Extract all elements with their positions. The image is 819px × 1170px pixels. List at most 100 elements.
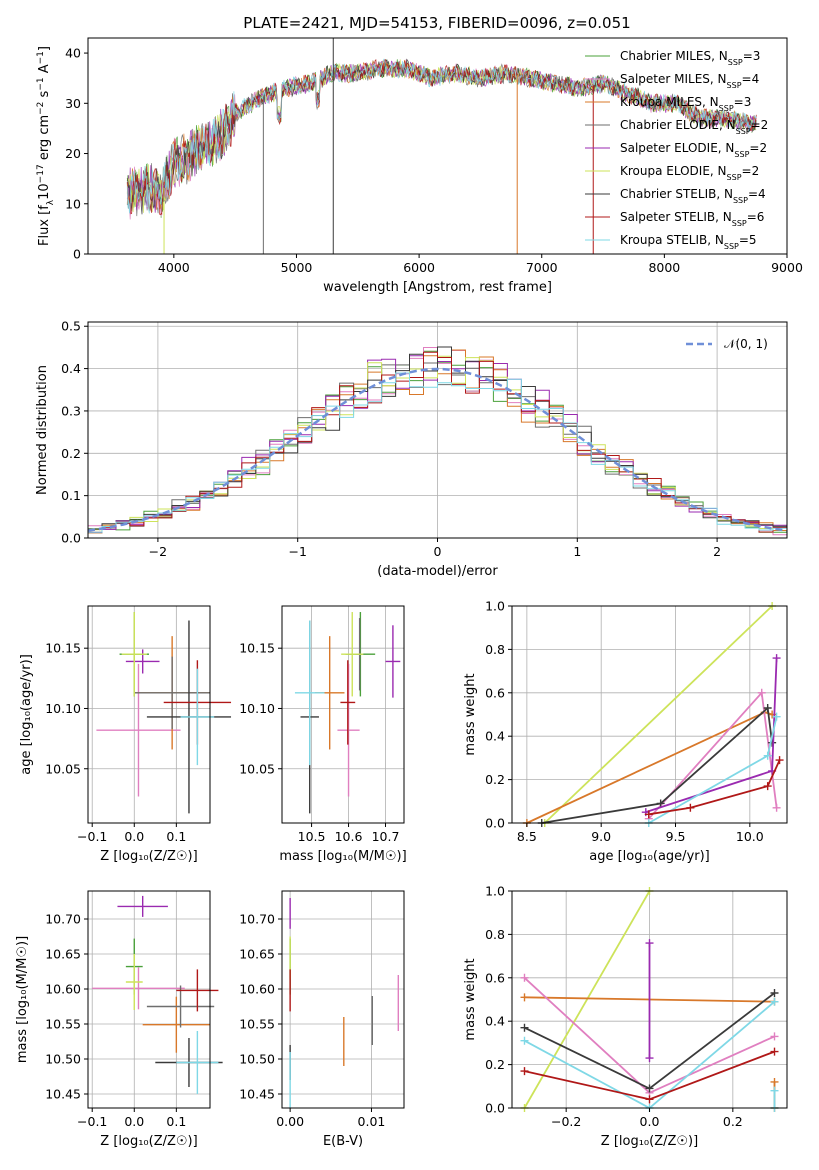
x-tick-label: 4000	[158, 260, 190, 275]
plot-area	[88, 891, 210, 1108]
massweight-marker	[686, 803, 695, 812]
plot-marks	[126, 38, 757, 254]
x-tick-label: 9.0	[591, 829, 611, 844]
massweight-marker	[520, 973, 529, 982]
plot-marks	[92, 895, 223, 1094]
legend-label: Salpeter ELODIE, NSSP=2	[620, 141, 767, 159]
y-axis-label: Normed distribution	[35, 365, 50, 495]
y-tick-label: 10.10	[239, 701, 275, 716]
y-tick-label: 0.4	[485, 729, 505, 744]
y-tick-label: 0.8	[485, 642, 505, 657]
massweight-marker	[770, 1032, 779, 1041]
x-tick-label: 2	[713, 544, 721, 559]
x-tick-label: −2	[149, 544, 167, 559]
x-tick-label: 1	[573, 544, 581, 559]
legend-label: Salpeter MILES, NSSP=4	[620, 72, 759, 90]
y-tick-label: 10	[65, 196, 81, 211]
massweight-marker	[770, 1086, 779, 1095]
massweight-marker	[763, 703, 772, 712]
massweight-marker	[645, 939, 654, 948]
massweight-marker	[772, 803, 781, 812]
massweight-marker	[645, 1054, 654, 1063]
y-tick-label: 20	[65, 146, 81, 161]
y-tick-label: 10.65	[239, 947, 275, 962]
plot-area	[512, 606, 787, 823]
massweight-marker	[645, 1095, 654, 1104]
legend-label: Salpeter STELIB, NSSP=6	[620, 210, 764, 228]
y-tick-label: 0.4	[61, 361, 81, 376]
y-tick-label: 10.45	[45, 1087, 81, 1102]
x-tick-label: 6000	[403, 260, 435, 275]
x-tick-label: 10.6	[335, 829, 363, 844]
massweight-marker	[520, 1023, 529, 1032]
y-tick-label: 0.6	[485, 970, 505, 985]
massweight-vs-metallicity-panel: −0.2 0.0 0.2 0.0 0.2 0.4 0.6 0.8 1.0 Z [log₁₀(Z/Z…	[463, 884, 788, 1149]
legend-label: Kroupa MILES, NSSP=3	[620, 95, 751, 113]
plot-area	[282, 606, 404, 823]
y-tick-label: 0.2	[485, 1057, 505, 1072]
y-tick-label: 0.8	[485, 927, 505, 942]
y-axis-label: Flux [fλ10−17 erg cm−2 s−1 A−1]	[36, 46, 56, 246]
y-tick-label: 0.0	[485, 816, 505, 831]
massweight-line-5	[523, 890, 651, 1109]
y-tick-label: 10.55	[45, 1017, 81, 1032]
massweight-marker	[645, 1084, 654, 1093]
massweight-marker	[763, 782, 772, 791]
y-axis-label: mass weight	[463, 958, 478, 1040]
plot-frame	[281, 605, 405, 824]
y-tick-label: 0.1	[61, 488, 81, 503]
legend-label: Chabrier MILES, NSSP=3	[620, 49, 760, 67]
massweight-line-7	[648, 759, 781, 816]
histogram-step-8	[88, 372, 787, 533]
massweight-marker	[770, 1077, 779, 1086]
x-tick-label: 0.1	[166, 1114, 186, 1129]
x-tick-label: 9.5	[666, 829, 686, 844]
y-tick-label: 10.15	[239, 641, 275, 656]
age-vs-metallicity-panel: −0.1 0.0 0.1 10.05 10.10 10.15 Z [log₁₀(Z/Z☉)]…	[19, 605, 232, 864]
y-tick-label: 10.10	[45, 701, 81, 716]
x-tick-label: −0.1	[77, 1114, 107, 1129]
x-tick-label: 9000	[771, 260, 803, 275]
massweight-marker	[656, 799, 665, 808]
x-tick-label: 8.5	[517, 829, 537, 844]
y-tick-label: 10.15	[45, 641, 81, 656]
y-tick-label: 0.3	[61, 403, 81, 418]
plot-frame	[281, 890, 405, 1109]
x-tick-label: 10.7	[372, 829, 400, 844]
x-tick-label: 8000	[648, 260, 680, 275]
y-tick-label: 10.65	[45, 947, 81, 962]
x-tick-label: 0.1	[166, 829, 186, 844]
x-tick-label: 0.0	[124, 1114, 144, 1129]
legend-label: 𝒩(0, 1)	[724, 337, 768, 351]
y-tick-label: 0	[73, 247, 81, 262]
x-tick-label: 0.00	[276, 1114, 304, 1129]
x-axis-label: (data-model)/error	[377, 564, 498, 579]
y-tick-label: 1.0	[485, 599, 505, 614]
x-tick-label: 0	[434, 544, 442, 559]
y-tick-label: 10.50	[239, 1052, 275, 1067]
y-tick-label: 0.2	[61, 446, 81, 461]
spectrum-panel: 4000 5000 6000 7000 8000 9000 0 10 20 30 40 wavelen…	[36, 37, 803, 295]
massweight-marker	[763, 751, 772, 760]
spectrum-line-8	[126, 58, 757, 214]
massweight-marker	[772, 712, 781, 721]
x-tick-label: 5000	[281, 260, 313, 275]
x-axis-label: mass [log₁₀(M/M☉)]	[279, 849, 406, 864]
massweight-marker	[770, 1047, 779, 1056]
x-tick-label: 10.5	[298, 829, 326, 844]
plot-marks	[96, 612, 232, 814]
plot-area	[88, 606, 210, 823]
massweight-marker	[644, 810, 653, 819]
legend-label: Chabrier ELODIE, NSSP=2	[620, 118, 768, 136]
massweight-marker	[770, 988, 779, 997]
plot-frame	[87, 890, 211, 1109]
y-tick-label: 0.6	[485, 685, 505, 700]
massweight-marker	[775, 756, 784, 765]
x-tick-label: −1	[288, 544, 306, 559]
x-axis-label: Z [log₁₀(Z/Z☉)]	[100, 849, 197, 864]
residuals-panel: −2 −1 0 1 2 0.0 0.1 0.2 0.3 0.4 0.5 (data-model)/er…	[35, 319, 788, 579]
plot-frame	[87, 37, 788, 255]
y-tick-label: 0.4	[485, 1014, 505, 1029]
plot-marks	[294, 612, 401, 814]
massweight-line-5	[544, 605, 773, 824]
